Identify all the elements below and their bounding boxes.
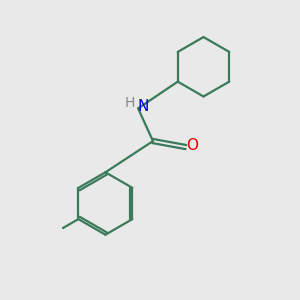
Text: O: O <box>186 138 198 153</box>
Text: H: H <box>124 96 135 110</box>
Text: N: N <box>138 99 149 114</box>
